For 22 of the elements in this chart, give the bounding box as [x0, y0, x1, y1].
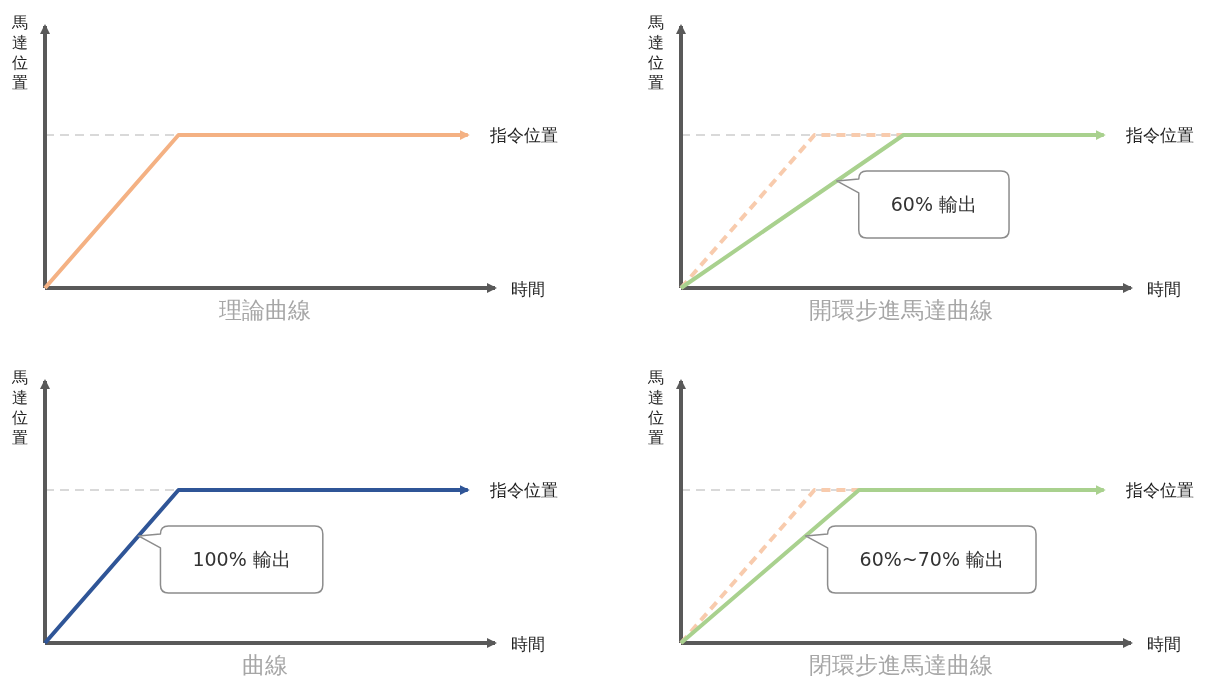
x-axis-title: 時間 [1147, 634, 1181, 654]
text: 開環步進馬達曲線 [809, 297, 993, 323]
picture-callout: 100% 輸出 [137, 525, 324, 594]
series-label: 指令位置 [1124, 480, 1194, 500]
x-axis-title: 時間 [1147, 279, 1181, 299]
picture-callout: 60%~70% 輸出 [804, 525, 1037, 594]
x-axis-title: 時間 [511, 279, 545, 299]
series-label: 指令位置 [488, 125, 558, 145]
y-axis-title: 馬達位置 [647, 368, 664, 447]
annotation: 100% 輸出 [192, 548, 291, 571]
text: 曲線 [242, 652, 288, 678]
picture-callout: 60% 輸出 [836, 170, 1010, 239]
y-axis-title: 馬達位置 [647, 13, 664, 92]
x-axis-title: 時間 [511, 634, 545, 654]
y-axis-title: 馬達位置 [11, 368, 28, 447]
y-axis-title: 馬達位置 [11, 13, 28, 92]
series-label: 指令位置 [1124, 125, 1194, 145]
series-label: 指令位置 [488, 480, 558, 500]
annotation: 60% 輸出 [890, 193, 978, 216]
text: 閉環步進馬達曲線 [809, 652, 993, 678]
text: 理論曲線 [219, 297, 311, 323]
annotation: 60%~70% 輸出 [859, 548, 1005, 571]
